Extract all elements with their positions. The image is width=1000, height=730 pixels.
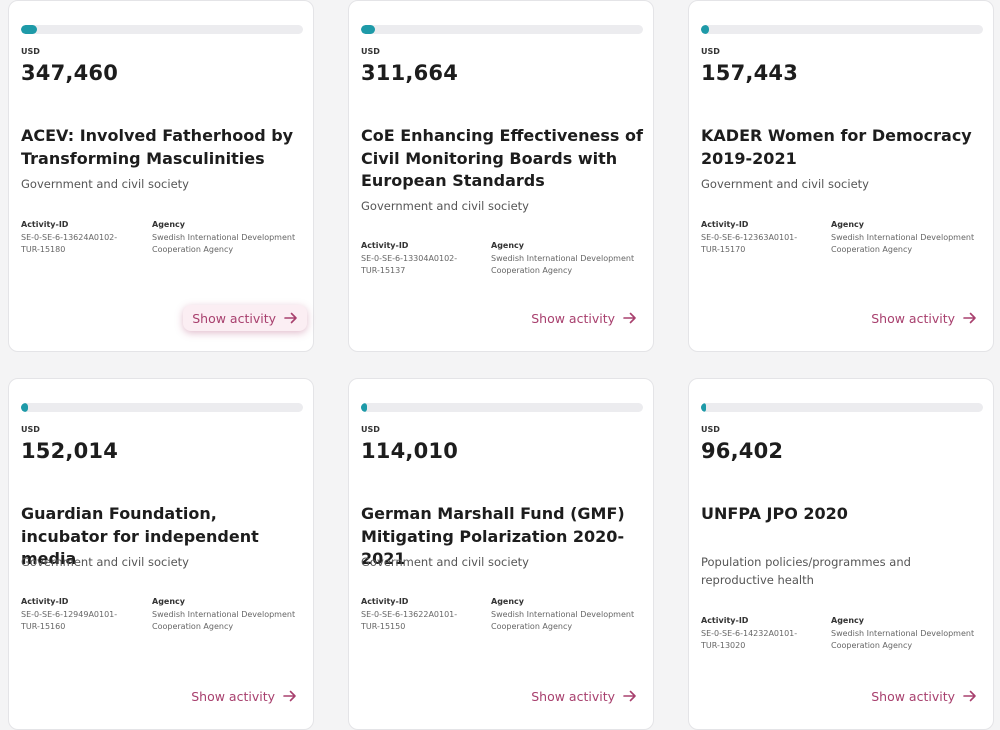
activity-id: SE-0-SE-6-13624A0102-TUR-15180	[21, 233, 118, 254]
progress-bar	[361, 403, 643, 412]
activity-title: German Marshall Fund (GMF) Mitigating Po…	[361, 504, 625, 568]
progress-fill	[361, 25, 376, 34]
show-activity-label: Show activity	[531, 688, 615, 704]
agency: Swedish International Development Cooper…	[491, 254, 635, 275]
agency-label: Agency	[491, 597, 524, 606]
activity-card: USD 114,010 German Marshall Fund (GMF) M…	[348, 378, 654, 730]
agency-label: Agency	[152, 220, 185, 229]
sector: Government and civil society	[361, 199, 529, 213]
sector: Population policies/programmes and repro…	[701, 555, 911, 587]
activity-id-label: Activity-ID	[21, 597, 69, 606]
amount: 157,443	[701, 61, 799, 85]
amount: 347,460	[21, 61, 119, 85]
activity-id: SE-0-SE-6-12363A0101-TUR-15170	[701, 233, 798, 254]
activity-title: UNFPA JPO 2020	[701, 504, 848, 523]
amount: 311,664	[361, 61, 459, 85]
arrow-right-icon	[284, 312, 297, 324]
show-activity-button[interactable]: Show activity	[871, 305, 977, 331]
show-activity-label: Show activity	[871, 688, 955, 704]
amount: 114,010	[361, 439, 459, 463]
progress-fill	[701, 403, 706, 412]
agency: Swedish International Development Cooper…	[831, 233, 975, 254]
progress-bar	[21, 403, 303, 412]
currency-label: USD	[361, 425, 380, 434]
amount: 96,402	[701, 439, 784, 463]
arrow-right-icon	[963, 312, 976, 324]
activity-id: SE-0-SE-6-13622A0101-TUR-15150	[361, 610, 458, 631]
agency-label: Agency	[831, 220, 864, 229]
currency-label: USD	[361, 47, 380, 56]
progress-fill	[21, 403, 29, 412]
activity-title: Guardian Foundation, incubator for indep…	[21, 504, 259, 568]
agency-label: Agency	[491, 241, 524, 250]
show-activity-button[interactable]: Show activity	[531, 683, 637, 709]
currency-label: USD	[701, 47, 720, 56]
show-activity-button[interactable]: Show activity	[871, 683, 977, 709]
activity-id: SE-0-SE-6-13304A0102-TUR-15137	[361, 254, 458, 275]
arrow-right-icon	[283, 690, 296, 702]
agency: Swedish International Development Cooper…	[831, 629, 975, 650]
amount: 152,014	[21, 439, 119, 463]
agency-label: Agency	[152, 597, 185, 606]
progress-bar	[21, 25, 303, 34]
progress-bar	[701, 25, 983, 34]
progress-bar	[361, 25, 643, 34]
activity-card: USD 152,014 Guardian Foundation, incubat…	[8, 378, 314, 730]
activity-id: SE-0-SE-6-12949A0101-TUR-15160	[21, 610, 118, 631]
activity-id-label: Activity-ID	[361, 597, 409, 606]
activity-title: KADER Women for Democracy 2019-2021	[701, 126, 972, 168]
show-activity-label: Show activity	[871, 310, 955, 326]
show-activity-button[interactable]: Show activity	[191, 683, 297, 709]
arrow-right-icon	[623, 690, 636, 702]
sector: Government and civil society	[361, 555, 529, 569]
sector: Government and civil society	[701, 177, 869, 191]
activity-card: USD 347,460 ACEV: Involved Fatherhood by…	[8, 0, 314, 352]
show-activity-label: Show activity	[192, 310, 276, 326]
activity-card: USD 96,402 UNFPA JPO 2020 Population pol…	[688, 378, 994, 730]
agency: Swedish International Development Cooper…	[491, 610, 635, 631]
currency-label: USD	[701, 425, 720, 434]
progress-fill	[701, 25, 709, 34]
activity-id-label: Activity-ID	[361, 241, 409, 250]
arrow-right-icon	[963, 690, 976, 702]
activity-card: USD 157,443 KADER Women for Democracy 20…	[688, 0, 994, 352]
show-activity-label: Show activity	[191, 688, 275, 704]
activity-card: USD 311,664 CoE Enhancing Effectiveness …	[348, 0, 654, 352]
activity-id-label: Activity-ID	[701, 616, 749, 625]
activity-title: ACEV: Involved Fatherhood by Transformin…	[21, 126, 294, 168]
activity-title: CoE Enhancing Effectiveness of Civil Mon…	[361, 126, 643, 190]
currency-label: USD	[21, 47, 40, 56]
agency: Swedish International Development Cooper…	[152, 610, 296, 631]
show-activity-label: Show activity	[531, 310, 615, 326]
agency-label: Agency	[831, 616, 864, 625]
progress-fill	[361, 403, 367, 412]
progress-fill	[21, 25, 37, 34]
show-activity-button[interactable]: Show activity	[183, 305, 307, 331]
activity-id-label: Activity-ID	[21, 220, 69, 229]
show-activity-button[interactable]: Show activity	[531, 305, 637, 331]
sector: Government and civil society	[21, 177, 189, 191]
activity-id-label: Activity-ID	[701, 220, 749, 229]
activity-id: SE-0-SE-6-14232A0101-TUR-13020	[701, 629, 798, 650]
progress-bar	[701, 403, 983, 412]
arrow-right-icon	[623, 312, 636, 324]
agency: Swedish International Development Cooper…	[152, 233, 296, 254]
currency-label: USD	[21, 425, 40, 434]
sector: Government and civil society	[21, 555, 189, 569]
